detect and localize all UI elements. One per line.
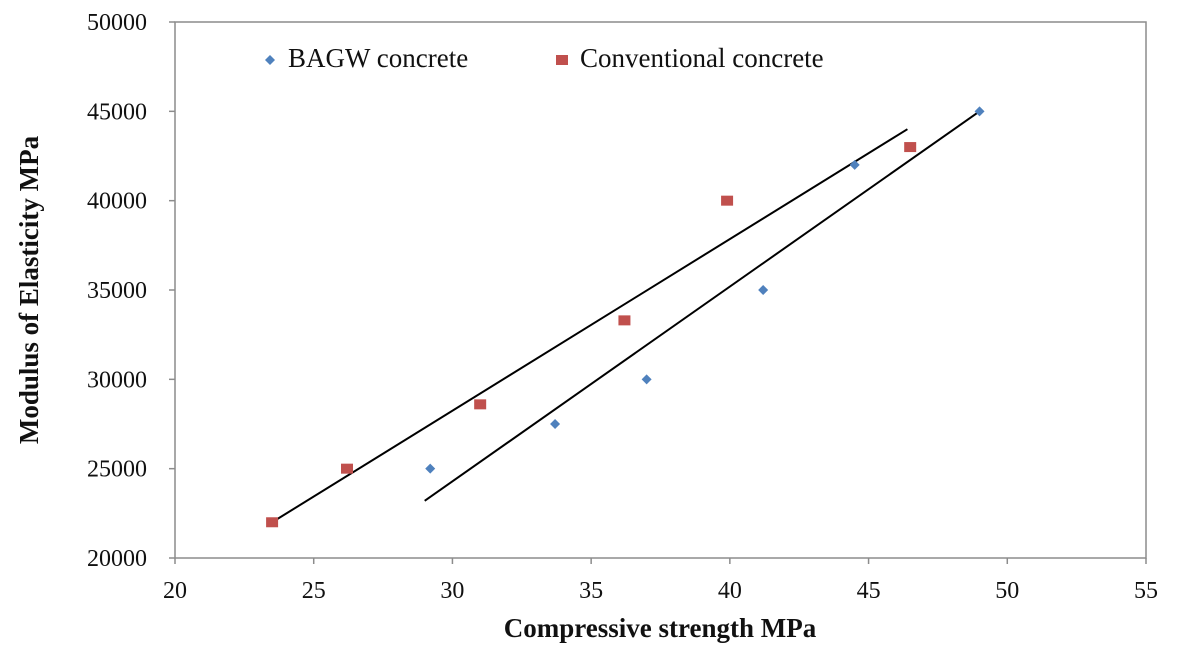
trendlines	[271, 110, 981, 524]
point-bagw	[641, 374, 652, 385]
y-tick-label: 25000	[87, 457, 147, 483]
legend: BAGW concrete Conventional concrete	[265, 43, 824, 73]
point-bagw	[849, 159, 860, 170]
point-conventional	[341, 463, 354, 474]
x-tick-label: 25	[302, 578, 326, 604]
x-tick-label: 40	[718, 578, 742, 604]
point-bagw	[550, 419, 561, 429]
x-tick-label: 35	[579, 578, 603, 604]
x-tick-label: 50	[995, 578, 1019, 604]
x-axis-title: Compressive strength MPa	[504, 613, 817, 643]
y-tick-label: 40000	[87, 189, 147, 215]
y-axis-ticks: 20000 25000 30000 35000 40000 45000 50000	[87, 10, 175, 572]
point-conventional	[904, 142, 917, 153]
y-tick-label: 50000	[87, 10, 147, 36]
y-tick-label: 30000	[87, 367, 147, 393]
point-conventional	[618, 315, 631, 326]
trendline-conventional	[271, 128, 908, 524]
x-tick-label: 45	[857, 578, 881, 604]
plot-frame	[174, 21, 1147, 559]
legend-marker-conventional	[556, 55, 568, 65]
y-tick-label: 20000	[87, 546, 147, 572]
legend-marker-bagw	[265, 55, 275, 65]
point-bagw	[974, 106, 985, 117]
point-bagw	[425, 463, 436, 474]
x-tick-label: 55	[1134, 578, 1158, 604]
y-tick-label: 45000	[87, 99, 147, 125]
point-conventional	[474, 399, 487, 410]
legend-label-conventional: Conventional concrete	[580, 43, 824, 73]
y-axis-title: Modulus of Elasticity MPa	[14, 135, 44, 444]
x-tick-label: 20	[163, 578, 187, 604]
point-conventional	[266, 517, 279, 528]
legend-label-bagw: BAGW concrete	[288, 43, 468, 73]
point-bagw	[758, 285, 769, 295]
trendline-bagw	[424, 110, 981, 502]
x-tick-label: 30	[440, 578, 464, 604]
y-tick-label: 35000	[87, 278, 147, 304]
data-points	[266, 106, 985, 528]
x-axis-ticks: 20 25 30 35 40 45 50 55	[163, 558, 1158, 604]
point-conventional	[721, 195, 734, 206]
